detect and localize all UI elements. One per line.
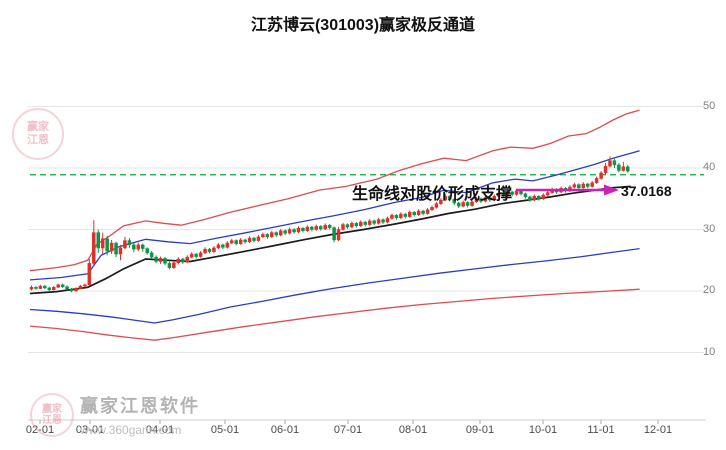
y-tick-label: 50 xyxy=(703,99,716,112)
y-tick-label: 10 xyxy=(703,345,716,358)
x-tick-label: 06-01 xyxy=(270,424,300,436)
watermark-seal-top-icon: 赢家 江恩 xyxy=(12,108,64,160)
y-tick-label: 40 xyxy=(703,161,716,173)
support-annotation: 生命线对股价形成支撑 xyxy=(352,186,513,203)
seal-text-line1: 赢家 xyxy=(42,403,62,415)
x-tick-label: 04-01 xyxy=(145,424,175,436)
x-tick-label: 12-01 xyxy=(643,424,673,436)
x-tick-label: 11-01 xyxy=(587,424,615,436)
x-tick-label: 08-01 xyxy=(398,424,428,436)
chart-title: 江苏博云(301003)赢家极反通道 xyxy=(250,17,476,34)
y-tick-label: 20 xyxy=(703,284,716,296)
x-tick-label: 05-01 xyxy=(210,424,240,436)
watermark-seal-bottom-icon: 赢家 江恩 xyxy=(30,393,74,437)
seal-text-line1: 赢家 xyxy=(27,121,49,134)
x-tick-label: 03-01 xyxy=(75,424,105,436)
seal-text-line2: 江恩 xyxy=(27,134,49,146)
x-tick-label: 09-01 xyxy=(465,424,495,436)
lifeline-price-label: 37.0168 xyxy=(621,183,672,199)
seal-text-line2: 江恩 xyxy=(42,415,62,426)
x-tick-label: 10-01 xyxy=(528,424,558,436)
watermark-url: www.360gann.com xyxy=(80,423,182,437)
y-tick-label: 30 xyxy=(703,222,716,235)
x-tick-label: 07-01 xyxy=(333,424,363,436)
watermark-brand: 赢家江恩软件 xyxy=(80,396,200,416)
